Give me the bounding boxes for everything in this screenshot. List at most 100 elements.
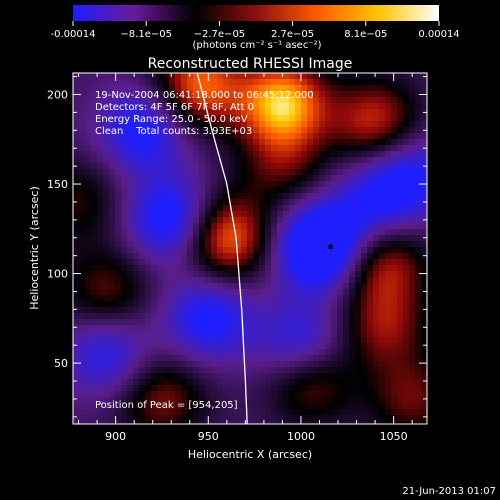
heatmap-cell: [235, 373, 242, 380]
heatmap-cell: [271, 313, 278, 320]
heatmap-cell: [397, 355, 404, 362]
heatmap-cell: [85, 235, 92, 242]
heatmap-cell: [325, 229, 332, 236]
heatmap-cell: [247, 235, 254, 242]
heatmap-cell: [181, 373, 188, 380]
heatmap-cell: [349, 379, 356, 386]
heatmap-cell: [79, 115, 86, 122]
heatmap-cell: [193, 337, 200, 344]
heatmap-cell: [103, 343, 110, 350]
heatmap-cell: [289, 163, 296, 170]
heatmap-cell: [361, 349, 368, 356]
heatmap-cell: [181, 79, 188, 86]
heatmap-cell: [139, 277, 146, 284]
heatmap-cell: [409, 355, 416, 362]
heatmap-cell: [349, 289, 356, 296]
heatmap-cell: [403, 205, 410, 212]
heatmap-cell: [373, 121, 380, 128]
heatmap-cell: [85, 253, 92, 260]
heatmap-cell: [73, 331, 80, 338]
heatmap-cell: [73, 139, 80, 146]
heatmap-cell: [181, 307, 188, 314]
heatmap-cell: [373, 295, 380, 302]
heatmap-cell: [253, 355, 260, 362]
heatmap-cell: [79, 139, 86, 146]
heatmap-cell: [337, 373, 344, 380]
heatmap-cell: [397, 247, 404, 254]
heatmap-cell: [265, 79, 272, 86]
heatmap-cell: [151, 367, 158, 374]
heatmap-cell: [145, 145, 152, 152]
heatmap-cell: [283, 199, 290, 206]
heatmap-cell: [421, 229, 427, 236]
heatmap-cell: [127, 373, 134, 380]
heatmap-cell: [169, 97, 176, 104]
heatmap-cell: [199, 145, 206, 152]
heatmap-cell: [415, 373, 422, 380]
heatmap-cell: [409, 313, 416, 320]
heatmap-cell: [175, 331, 182, 338]
heatmap-cell: [145, 397, 152, 404]
heatmap-cell: [79, 415, 86, 422]
heatmap-cell: [265, 277, 272, 284]
heatmap-cell: [307, 157, 314, 164]
heatmap-cell: [421, 343, 427, 350]
heatmap-cell: [259, 223, 266, 230]
heatmap-cell: [391, 349, 398, 356]
heatmap-cell: [277, 133, 284, 140]
heatmap-cell: [217, 391, 224, 398]
heatmap-cell: [139, 139, 146, 146]
heatmap-cell: [211, 325, 218, 332]
heatmap-cell: [319, 109, 326, 116]
heatmap-cell: [151, 109, 158, 116]
heatmap-cell: [283, 127, 290, 134]
heatmap-cell: [109, 325, 116, 332]
heatmap-cell: [139, 397, 146, 404]
heatmap-cell: [217, 421, 224, 424]
heatmap-cell: [103, 175, 110, 182]
heatmap-cell: [229, 73, 236, 80]
heatmap-cell: [265, 223, 272, 230]
heatmap-cell: [157, 151, 164, 158]
heatmap-cell: [397, 211, 404, 218]
heatmap-cell: [325, 283, 332, 290]
heatmap-cell: [223, 271, 230, 278]
heatmap-cell: [259, 241, 266, 248]
heatmap-cell: [373, 175, 380, 182]
heatmap-cell: [295, 175, 302, 182]
heatmap-cell: [289, 247, 296, 254]
heatmap-cell: [253, 343, 260, 350]
heatmap-cell: [115, 217, 122, 224]
heatmap-cell: [385, 319, 392, 326]
heatmap-cell: [241, 109, 248, 116]
heatmap-cell: [253, 289, 260, 296]
heatmap-cell: [301, 181, 308, 188]
heatmap-cell: [253, 373, 260, 380]
heatmap-cell: [127, 145, 134, 152]
heatmap-cell: [295, 319, 302, 326]
heatmap-cell: [349, 325, 356, 332]
heatmap-cell: [385, 217, 392, 224]
heatmap-cell: [283, 145, 290, 152]
colorbar-tick-label: 0.00014: [418, 29, 459, 40]
heatmap-cell: [193, 169, 200, 176]
heatmap-cell: [397, 289, 404, 296]
heatmap-cell: [253, 385, 260, 392]
heatmap-cell: [211, 253, 218, 260]
heatmap-cell: [217, 199, 224, 206]
heatmap-cell: [187, 103, 194, 110]
heatmap-cell: [145, 253, 152, 260]
heatmap-cell: [121, 391, 128, 398]
heatmap-cell: [331, 115, 338, 122]
heatmap-cell: [415, 217, 422, 224]
heatmap-cell: [361, 343, 368, 350]
heatmap-cell: [133, 391, 140, 398]
heatmap-cell: [385, 127, 392, 134]
heatmap-cell: [415, 157, 422, 164]
heatmap-cell: [415, 163, 422, 170]
heatmap-cell: [253, 307, 260, 314]
heatmap-cell: [349, 283, 356, 290]
heatmap-cell: [349, 121, 356, 128]
heatmap-cell: [229, 247, 236, 254]
heatmap-cell: [175, 397, 182, 404]
